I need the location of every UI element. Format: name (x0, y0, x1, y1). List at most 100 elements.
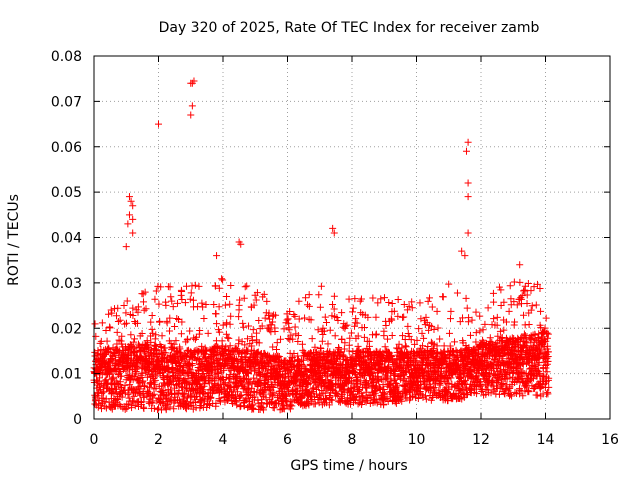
data-point (262, 394, 270, 402)
data-point (213, 320, 221, 328)
data-point (140, 306, 148, 314)
data-point (318, 337, 326, 345)
data-point (102, 327, 110, 335)
data-point (219, 276, 227, 284)
data-point (130, 335, 138, 343)
data-point (377, 295, 385, 303)
data-point (425, 360, 433, 368)
data-point (258, 322, 266, 330)
data-point (270, 404, 278, 412)
data-point (372, 330, 380, 338)
data-point (422, 313, 430, 321)
data-point (526, 336, 534, 344)
data-point (198, 299, 206, 307)
data-point (524, 279, 532, 287)
data-point (189, 296, 197, 304)
data-point (307, 362, 315, 370)
y-tick-label: 0.01 (51, 367, 82, 383)
data-point (113, 395, 121, 403)
data-point (203, 347, 211, 355)
data-point (519, 360, 527, 368)
data-point (178, 296, 186, 304)
data-point (128, 404, 136, 412)
data-point (349, 304, 357, 312)
data-point (394, 312, 402, 320)
data-point (114, 317, 122, 325)
data-point (345, 341, 353, 349)
data-point (402, 343, 410, 351)
data-point (170, 405, 178, 413)
data-point (237, 391, 245, 399)
data-point (269, 318, 277, 326)
data-point (120, 302, 128, 310)
data-point (525, 388, 533, 396)
data-point (401, 336, 409, 344)
data-point (354, 332, 362, 340)
data-point (234, 388, 242, 396)
data-point (255, 339, 263, 347)
data-point (302, 294, 310, 302)
data-point (224, 334, 232, 342)
data-point (313, 358, 321, 366)
data-point (127, 331, 135, 339)
data-point (105, 310, 113, 318)
data-point (354, 400, 362, 408)
data-point (300, 348, 308, 356)
data-point (156, 317, 164, 325)
data-point (253, 329, 261, 337)
data-point (121, 320, 129, 328)
data-point (476, 327, 484, 335)
data-point (99, 394, 107, 402)
data-point (107, 306, 115, 314)
data-point (108, 375, 116, 383)
data-point (240, 323, 248, 331)
data-point (141, 288, 149, 296)
data-point (222, 330, 230, 338)
data-point (408, 298, 416, 306)
data-point (153, 353, 161, 361)
data-point (477, 382, 485, 390)
data-point (223, 292, 231, 300)
data-point (424, 297, 432, 305)
data-point (269, 383, 277, 391)
data-point (166, 283, 174, 291)
data-point (463, 390, 471, 398)
data-point (383, 335, 391, 343)
data-point (464, 229, 472, 237)
data-point (305, 401, 313, 409)
data-point (243, 282, 251, 290)
data-point (109, 373, 117, 381)
data-point (381, 343, 389, 351)
data-point (286, 336, 294, 344)
data-point (496, 327, 504, 335)
data-point (524, 387, 532, 395)
data-point (383, 394, 391, 402)
data-point (365, 342, 373, 350)
data-point (116, 378, 124, 386)
data-point (502, 370, 510, 378)
data-point (155, 300, 163, 308)
data-point (201, 380, 209, 388)
data-point (533, 391, 541, 399)
data-point (240, 294, 248, 302)
data-point (92, 332, 100, 340)
data-point (342, 322, 350, 330)
data-point (334, 316, 342, 324)
data-point (250, 301, 258, 309)
data-point (527, 306, 535, 314)
data-point (129, 312, 137, 320)
data-point (306, 379, 314, 387)
data-point (188, 361, 196, 369)
data-point (152, 287, 160, 295)
data-point (129, 202, 137, 210)
data-point (215, 328, 223, 336)
data-point (210, 300, 218, 308)
data-point (515, 343, 523, 351)
data-point (255, 316, 263, 324)
x-tick-label: 16 (601, 432, 619, 448)
data-point (347, 329, 355, 337)
data-point (98, 319, 106, 327)
data-point (309, 353, 317, 361)
data-point (284, 315, 292, 323)
data-point (399, 332, 407, 340)
